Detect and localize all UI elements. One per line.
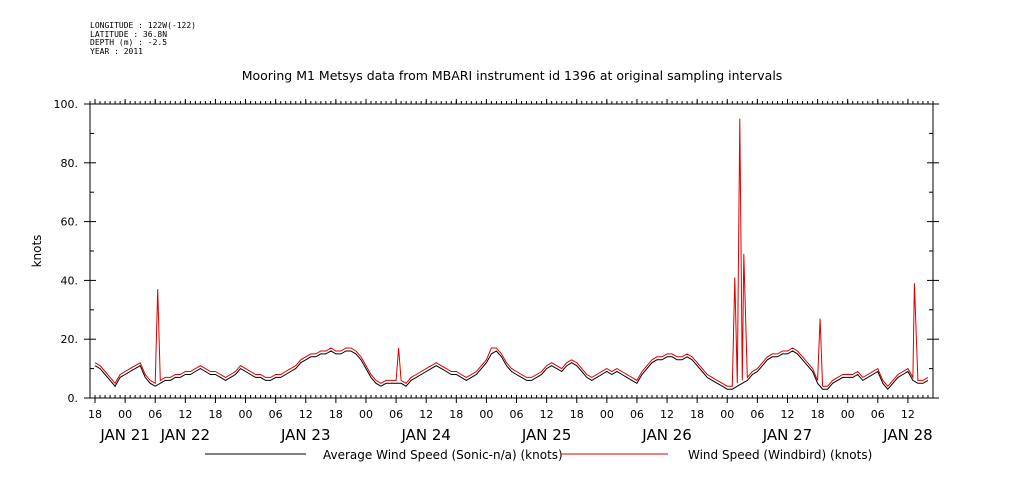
plot-frame — [89, 103, 934, 399]
y-tick-label: 20. — [61, 333, 79, 346]
longitude-text: LONGITUDE : 122W(-122) — [90, 21, 196, 30]
legend-windbird-label: Wind Speed (Windbird) (knots) — [688, 448, 872, 462]
depth-text: DEPTH (m) : -2.5 — [90, 38, 168, 47]
x-hour-tick-label: 12 — [419, 408, 433, 421]
x-date-label: JAN 23 — [280, 426, 331, 444]
x-hour-tick-label: 06 — [630, 408, 644, 421]
y-tick-label: 0. — [68, 392, 79, 405]
x-date-label: JAN 22 — [160, 426, 211, 444]
x-hour-tick-label: 12 — [299, 408, 313, 421]
x-hour-tick-label: 00 — [118, 408, 132, 421]
x-hour-tick-label: 12 — [660, 408, 674, 421]
windbird-wind-speed-line — [94, 118, 929, 387]
y-tick-label: 40. — [61, 274, 79, 287]
y-tick-label: 60. — [61, 216, 79, 229]
y-tick-label: 100. — [54, 98, 79, 111]
x-hour-tick-label: 06 — [269, 408, 283, 421]
x-hour-tick-label: 00 — [841, 408, 855, 421]
x-hour-tick-label: 18 — [449, 408, 463, 421]
x-hour-tick-label: 00 — [239, 408, 253, 421]
x-hour-tick-label: 18 — [88, 408, 102, 421]
x-date-label: JAN 24 — [400, 426, 451, 444]
series-layer — [94, 118, 929, 390]
x-hour-tick-label: 06 — [389, 408, 403, 421]
y-axis: 0. 20. 40. 60. 80. 100. — [54, 98, 939, 405]
x-axis: 18 00 06 12 18 00 06 12 18 00 06 12 18 00 06 12 18 00 06 12… — [88, 99, 934, 444]
year-text: YEAR : 2011 — [90, 46, 143, 56]
average-wind-speed-line — [94, 350, 929, 390]
x-hour-tick-label: 12 — [178, 408, 192, 421]
chart-title: Mooring M1 Metsys data from MBARI instru… — [242, 68, 783, 83]
x-date-label: JAN 27 — [762, 426, 813, 444]
x-hour-tick-label: 00 — [359, 408, 373, 421]
x-hour-tick-label: 00 — [479, 408, 493, 421]
x-date-label: JAN 26 — [641, 426, 692, 444]
x-hour-tick-label: 18 — [690, 408, 704, 421]
x-hour-tick-label: 00 — [600, 408, 614, 421]
y-axis-label: knots — [30, 235, 44, 268]
x-date-label: JAN 25 — [521, 426, 572, 444]
y-tick-label: 80. — [61, 157, 79, 170]
x-hour-tick-label: 06 — [871, 408, 885, 421]
x-hour-tick-label: 06 — [148, 408, 162, 421]
x-date-label: JAN 28 — [882, 426, 933, 444]
x-hour-tick-label: 18 — [570, 408, 584, 421]
x-date-label: JAN 21 — [99, 426, 150, 444]
latitude-text: LATITUDE : 36.8N — [90, 29, 168, 39]
metadata-block: LONGITUDE : 122W(-122) LATITUDE : 36.8N … — [90, 21, 196, 56]
legend: Average Wind Speed (Sonic-n/a) (knots) Wi… — [205, 448, 872, 462]
x-hour-tick-label: 06 — [750, 408, 764, 421]
x-hour-tick-label: 12 — [540, 408, 554, 421]
x-hour-tick-label: 12 — [780, 408, 794, 421]
x-hour-tick-label: 18 — [208, 408, 222, 421]
x-hour-tick-label: 18 — [329, 408, 343, 421]
x-hour-tick-label: 18 — [811, 408, 825, 421]
x-hour-tick-label: 06 — [510, 408, 524, 421]
x-hour-tick-label: 00 — [720, 408, 734, 421]
legend-average-label: Average Wind Speed (Sonic-n/a) (knots) — [323, 448, 563, 462]
x-hour-tick-label: 12 — [901, 408, 915, 421]
